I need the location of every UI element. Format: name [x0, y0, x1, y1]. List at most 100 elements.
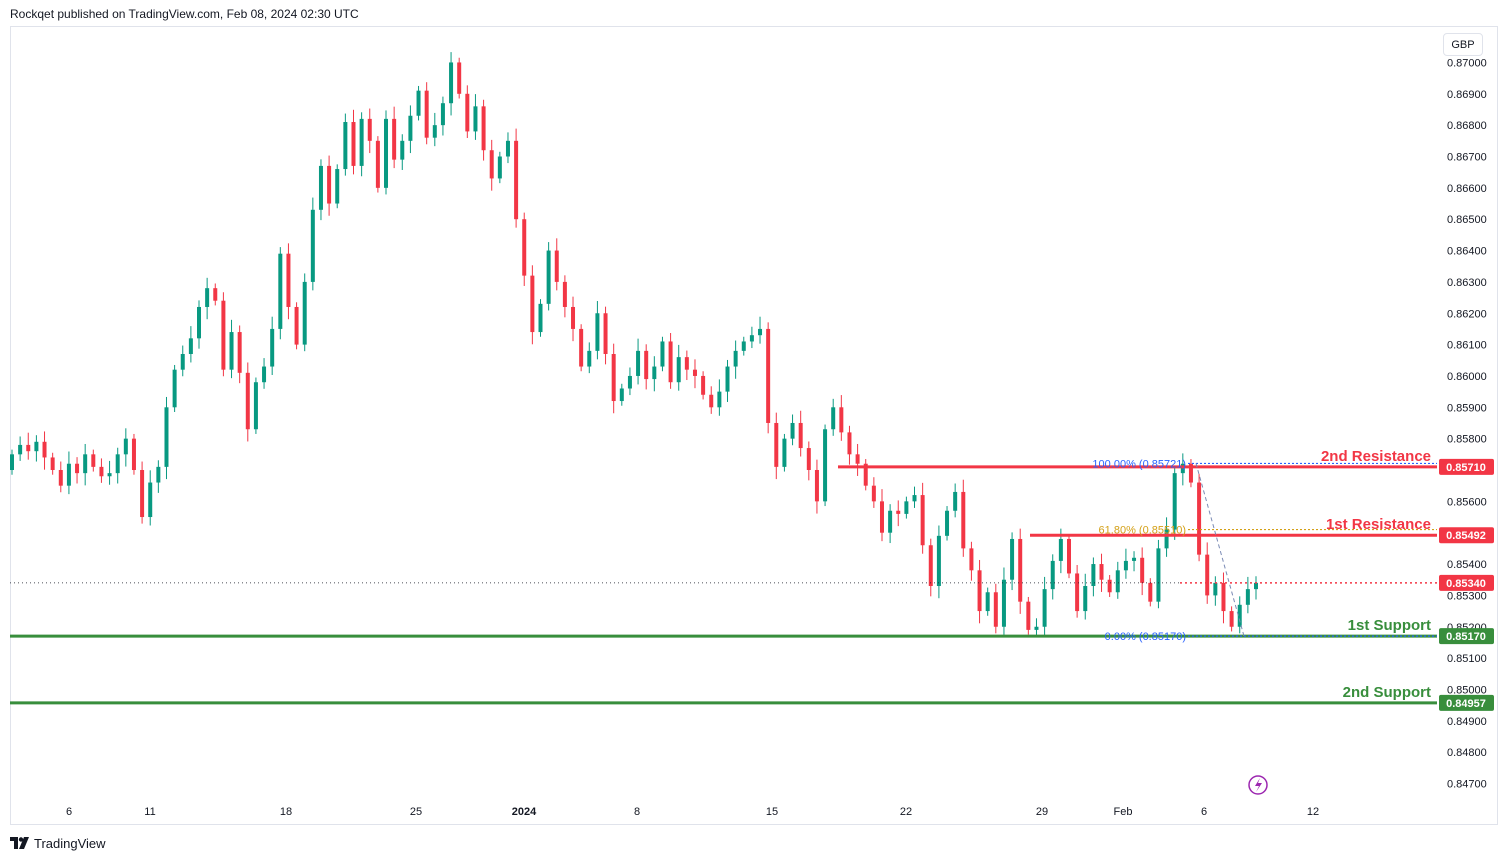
candle-body: [920, 495, 925, 546]
candle-body: [798, 422, 803, 449]
candle-body: [278, 253, 283, 329]
candle-body: [294, 306, 299, 345]
candle-body: [530, 275, 535, 333]
price-axis: 0.847000.848000.849000.850000.851000.852…: [1447, 57, 1487, 790]
level-label-4: 2nd Support: [1343, 684, 1431, 701]
candle-body: [351, 122, 356, 166]
candle-body: [953, 491, 958, 511]
candle-body: [327, 165, 332, 204]
candle-body: [197, 306, 202, 339]
candle-body: [1180, 463, 1185, 474]
candle-body: [627, 375, 632, 389]
candle-body: [18, 444, 23, 455]
candle-body: [758, 328, 763, 336]
x-tick-label: 11: [144, 806, 155, 818]
candle-body: [1188, 463, 1193, 483]
candle-body: [611, 354, 616, 402]
candle-body: [522, 219, 527, 276]
x-tick-label: 2024: [512, 806, 537, 818]
candle-body: [1237, 604, 1242, 627]
y-tick-label: 0.84800: [1447, 747, 1487, 759]
candle-body: [440, 103, 445, 126]
candle-body: [636, 350, 641, 376]
chart-frame[interactable]: [10, 26, 1498, 825]
candle-body: [961, 491, 966, 549]
tradingview-logo-icon: [10, 837, 29, 849]
candle-body: [603, 313, 608, 355]
candle-body: [335, 169, 340, 204]
candle-body: [229, 332, 234, 370]
candle-body: [749, 335, 754, 342]
candle-body: [392, 118, 397, 160]
candle-body: [782, 438, 787, 467]
candle-body: [790, 422, 795, 439]
candle-body: [164, 407, 169, 467]
y-tick-label: 0.86900: [1447, 89, 1487, 101]
candle-body: [1099, 564, 1104, 580]
candle-body: [75, 463, 80, 474]
currency-button[interactable]: GBP: [1443, 33, 1483, 56]
candle-body: [489, 150, 494, 179]
time-axis: 6 11 18 25 2024 8 15 22 29 Feb 6 12: [66, 806, 1319, 818]
candle-body: [1066, 538, 1071, 574]
candle-body: [741, 341, 746, 351]
price-tag: [1439, 628, 1494, 645]
candle-body: [977, 570, 982, 612]
candle-body: [449, 62, 454, 104]
candle-body: [806, 448, 811, 470]
candle-body: [733, 350, 738, 367]
x-tick-label: 15: [766, 806, 778, 818]
price-tag-label: 0.85170: [1446, 631, 1486, 643]
y-tick-label: 0.86500: [1447, 214, 1487, 226]
fib-label-2: 0.00% (0.85170): [1105, 631, 1186, 643]
candle-body: [514, 140, 519, 220]
lightning-icon[interactable]: [1248, 775, 1268, 795]
candle-body: [595, 313, 600, 351]
candle-body: [123, 438, 128, 455]
candle-body: [863, 463, 868, 486]
candle-body: [579, 328, 584, 367]
candle-body: [270, 328, 275, 367]
tradingview-footer[interactable]: TradingView: [10, 834, 106, 852]
candle-body: [1123, 560, 1128, 571]
y-tick-label: 0.86200: [1447, 308, 1487, 320]
candle-body: [50, 457, 55, 470]
y-tick-label: 0.85900: [1447, 402, 1487, 414]
price-tag-label: 0.85340: [1446, 578, 1486, 590]
candle-body: [1229, 611, 1234, 627]
candle-body: [945, 510, 950, 536]
candle-body: [855, 454, 860, 464]
x-tick-label: 8: [634, 806, 640, 818]
candle-body: [42, 441, 47, 458]
price-tag: [1439, 458, 1494, 475]
candle-body: [237, 332, 242, 373]
candle-body: [1050, 560, 1055, 590]
y-tick-label: 0.84700: [1447, 779, 1487, 791]
candle-body: [359, 118, 364, 166]
x-tick-label: 6: [66, 806, 72, 818]
candle-body: [839, 407, 844, 433]
price-tag: [1439, 574, 1494, 591]
candle-body: [1156, 548, 1161, 602]
candle-body: [131, 438, 136, 470]
candle-body: [766, 328, 771, 423]
candle-body: [692, 369, 697, 376]
candle-body: [310, 209, 315, 282]
candle-body: [774, 422, 779, 467]
level-label-3: 1st Support: [1348, 617, 1431, 634]
x-tick-label: 12: [1307, 806, 1319, 818]
y-tick-label: 0.85600: [1447, 496, 1487, 508]
candle-body: [619, 388, 624, 402]
candle-body: [1091, 564, 1096, 586]
candle-body: [888, 510, 893, 533]
y-tick-label: 0.85400: [1447, 559, 1487, 571]
candle-body: [814, 470, 819, 502]
candle-body: [221, 300, 226, 370]
candle-body: [1148, 582, 1153, 602]
candle-body: [538, 303, 543, 333]
candle-body: [652, 366, 657, 380]
candle-body: [985, 592, 990, 612]
candle-body: [1164, 529, 1169, 549]
candle-body: [375, 140, 380, 188]
